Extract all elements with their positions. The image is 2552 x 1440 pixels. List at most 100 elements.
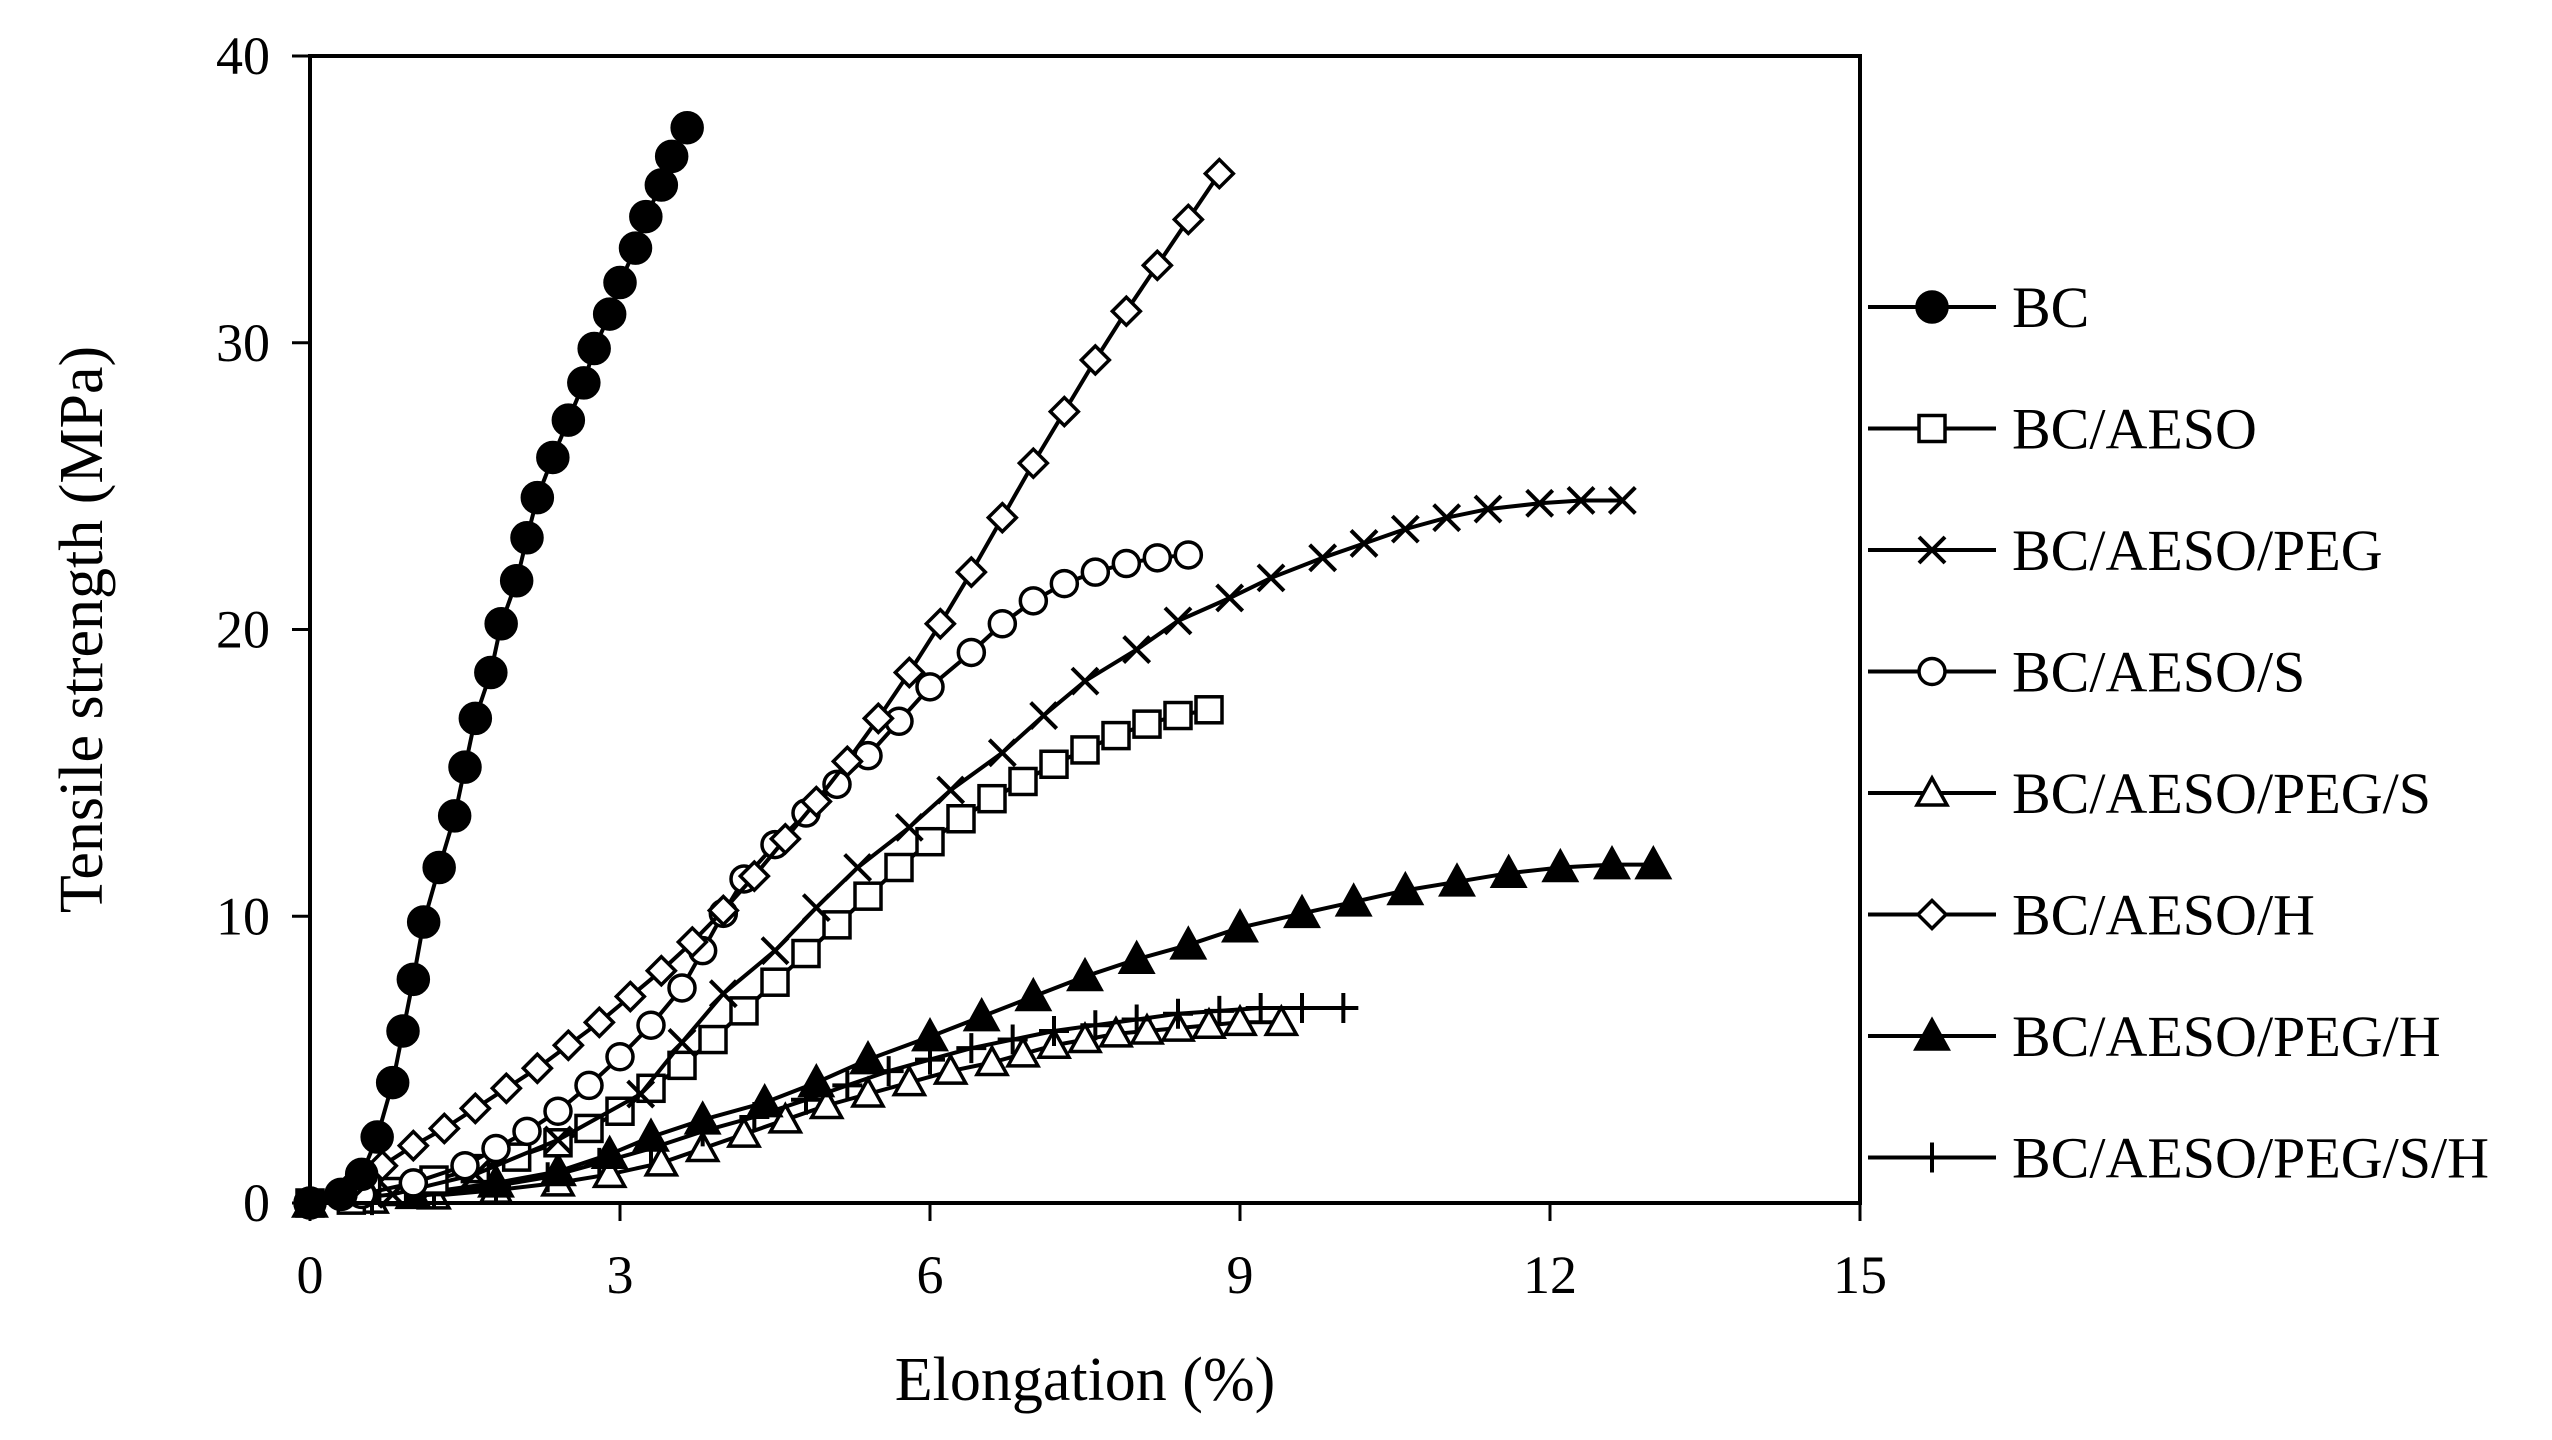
data-point-bc-aeso	[977, 783, 1007, 814]
data-point-bc-aeso-s	[1080, 557, 1111, 587]
data-point-bc-aeso-h	[675, 925, 709, 959]
data-point-bc-aeso-peg	[936, 775, 966, 805]
data-point-bc-aeso-peg-s-h	[1287, 993, 1317, 1024]
data-point-bc-aeso-peg-h	[632, 1117, 670, 1152]
data-point-bc-aeso-peg-s	[1129, 1012, 1165, 1045]
data-point-bc-aeso-peg-s	[1067, 1020, 1103, 1054]
y-tick-label: 0	[243, 1173, 270, 1233]
legend-entry-bc-aeso-s: BC/AESO/S	[1868, 640, 2305, 705]
data-point-bc-aeso-peg-h	[962, 996, 1001, 1032]
legend-label: BC/AESO	[2012, 397, 2257, 462]
data-point-bc-aeso	[667, 1050, 697, 1081]
legend-entry-bc: BC	[1868, 275, 2089, 340]
legend: BC BC/AESO BC/AESO/PEG BC/AESO/S BC/AESO/PEG…	[1868, 275, 2489, 1191]
legend-label: BC/AESO/PEG/H	[2012, 1004, 2441, 1069]
data-point-bc-aeso-peg-h	[1014, 976, 1053, 1012]
data-point-bc	[592, 297, 627, 331]
data-point-bc-aeso-h	[985, 501, 1019, 535]
data-point-bc-aeso-peg	[543, 1125, 573, 1155]
data-point-bc-aeso-peg-s	[591, 1155, 628, 1189]
data-point-bc-aeso-s	[512, 1116, 542, 1147]
x-tick-label: 0	[297, 1245, 324, 1305]
data-point-bc-aeso-peg	[843, 853, 873, 882]
data-point-bc-aeso-h	[1171, 202, 1205, 236]
data-point-bc	[437, 799, 472, 833]
data-point-bc-aeso-peg-s	[684, 1129, 721, 1163]
data-point-bc-aeso-s	[667, 973, 697, 1003]
data-point-bc-aeso-peg	[1607, 486, 1637, 515]
data-point-bc-aeso-h	[861, 701, 895, 735]
data-point-bc	[654, 139, 689, 174]
data-point-bc-aeso-peg	[760, 936, 790, 966]
data-point-bc-aeso-peg-s	[1098, 1015, 1134, 1048]
data-point-bc-aeso-peg-s	[726, 1115, 762, 1148]
data-point-bc	[499, 564, 534, 598]
data-point-bc	[536, 440, 570, 475]
data-point-bc-aeso-h	[737, 859, 771, 893]
data-point-bc-aeso-peg-s-h	[1163, 998, 1193, 1029]
data-point-bc-aeso	[1008, 766, 1038, 797]
data-point-bc-aeso-h	[1016, 446, 1050, 480]
data-point-bc-aeso-peg	[1566, 486, 1596, 515]
data-point-bc-aeso-peg-s-h	[1245, 993, 1276, 1024]
data-point-bc	[567, 366, 601, 400]
data-point-bc	[396, 962, 431, 997]
series-line-bc-aeso-s	[309, 552, 1189, 1205]
data-point-bc	[375, 1065, 410, 1100]
x-tick-label: 6	[917, 1245, 944, 1305]
data-point-bc-aeso	[822, 910, 852, 940]
data-point-bc-aeso-peg-h	[1634, 845, 1673, 880]
y-tick-label: 10	[216, 886, 270, 946]
data-point-bc-aeso-h	[892, 656, 926, 689]
data-point-bc-aeso-peg-s-h	[956, 1033, 987, 1064]
data-point-bc-aeso-peg-h	[1438, 862, 1476, 897]
data-point-bc-aeso-h	[613, 980, 647, 1014]
series-bc-aeso-peg-h	[291, 845, 1673, 1218]
data-point-bc	[510, 520, 544, 555]
data-point-bc-aeso-peg-h	[745, 1083, 784, 1118]
legend-marker-bc-aeso-s	[1917, 656, 1947, 687]
data-point-bc-aeso	[1070, 735, 1100, 765]
data-point-bc-aeso-peg	[708, 979, 738, 1009]
x-axis-title: Elongation (%)	[895, 1346, 1276, 1414]
data-point-bc-aeso	[760, 967, 790, 997]
data-point-bc	[484, 607, 518, 641]
legend-label: BC/AESO/PEG/S/H	[2012, 1126, 2489, 1191]
data-point-bc-aeso-peg-s	[1191, 1006, 1227, 1039]
data-point-bc-aeso	[1194, 695, 1224, 725]
data-point-bc-aeso	[1039, 749, 1069, 780]
data-point-bc-aeso-peg-h	[1386, 870, 1425, 906]
series-bc	[293, 110, 704, 1220]
data-point-bc	[474, 655, 508, 690]
legend-label: BC	[2012, 275, 2089, 340]
data-point-bc-aeso	[1101, 720, 1131, 751]
data-point-bc-aeso	[1163, 700, 1193, 731]
legend-label: BC/AESO/PEG	[2012, 518, 2383, 583]
y-axis-title: Tensile strength (MPa)	[48, 346, 116, 913]
data-point-bc-aeso-peg-s-h	[997, 1024, 1028, 1055]
data-point-bc-aeso-h	[520, 1051, 554, 1085]
data-point-bc-aeso-s	[1142, 543, 1173, 573]
data-point-bc-aeso-peg-h	[797, 1062, 836, 1098]
y-tick-label: 30	[216, 313, 270, 373]
data-point-bc-aeso-peg	[626, 1079, 656, 1109]
data-point-bc-aeso-s	[543, 1096, 573, 1126]
data-point-bc-aeso-s	[987, 609, 1018, 639]
data-point-bc-aeso	[729, 996, 759, 1026]
data-point-bc	[577, 331, 611, 366]
data-point-bc-aeso-h	[427, 1111, 461, 1145]
data-point-bc	[386, 1014, 420, 1048]
legend-entry-bc-aeso-peg: BC/AESO/PEG	[1868, 518, 2383, 583]
data-point-bc-aeso-peg-s	[850, 1075, 886, 1108]
data-point-bc-aeso-peg	[1256, 563, 1286, 593]
data-point-bc-aeso-peg-s	[808, 1086, 845, 1120]
data-point-bc-aeso-peg	[1163, 606, 1193, 636]
data-point-bc-aeso	[946, 804, 976, 834]
axes-layer: 0 3 6 9 12 15 0 10 20 30 40	[216, 26, 1887, 1305]
data-point-bc-aeso-peg-s-h	[1328, 993, 1359, 1024]
data-point-bc-aeso-peg-s-h	[832, 1070, 863, 1101]
data-point-bc-aeso-s	[822, 769, 852, 800]
data-point-bc-aeso-peg	[1070, 666, 1100, 696]
